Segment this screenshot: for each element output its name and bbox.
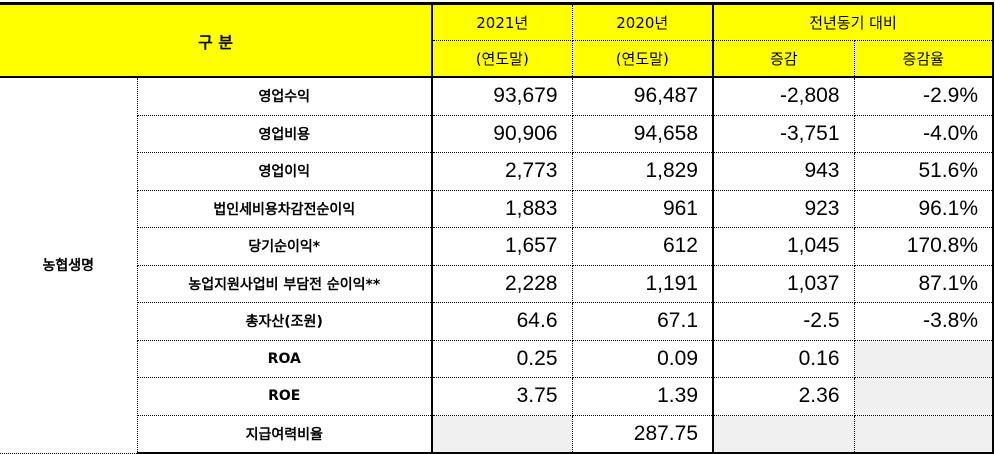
value-2020: 0.09 (571, 339, 714, 378)
value-rate: 96.1% (853, 189, 994, 228)
table-row: ROE 3.75 1.39 2.36 (0, 377, 994, 416)
value-2021: 1,883 (431, 189, 573, 228)
value-2021 (431, 414, 573, 454)
value-2020: 94,658 (571, 114, 714, 153)
row-label: 당기순이익* (136, 227, 433, 266)
row-label: ROE (136, 377, 433, 416)
table-row: 영업비용 90,906 94,658 -3,751 -4.0% (0, 114, 994, 153)
group-label: 농협생명 (0, 76, 138, 454)
header-2021: 2021년 (431, 2, 573, 41)
value-2020: 1,829 (571, 152, 714, 191)
value-rate: -2.9% (853, 76, 994, 116)
subheader-rate: 증감율 (853, 40, 994, 78)
value-rate (853, 414, 994, 454)
table-row: 당기순이익* 1,657 612 1,045 170.8% (0, 227, 994, 266)
value-2020: 961 (571, 189, 714, 228)
value-2020: 96,487 (571, 76, 714, 116)
subheader-change: 증감 (712, 40, 855, 78)
value-change: 923 (712, 189, 855, 228)
value-change: 943 (712, 152, 855, 191)
value-2021: 2,228 (431, 264, 573, 303)
table-row: 영업이익 2,773 1,829 943 51.6% (0, 152, 994, 191)
value-2020: 1.39 (571, 377, 714, 416)
header-2020: 2020년 (571, 2, 714, 41)
value-2020: 1,191 (571, 264, 714, 303)
header-category: 구 분 (0, 2, 433, 78)
subheader-2021: (연도말) (431, 40, 573, 78)
value-change: 1,045 (712, 227, 855, 266)
table-row: 총자산(조원) 64.6 67.1 -2.5 -3.8% (0, 302, 994, 341)
value-rate: -4.0% (853, 114, 994, 153)
row-label: 농업지원사업비 부담전 순이익** (136, 264, 433, 303)
row-label: 영업비용 (136, 114, 433, 153)
value-change: 2.36 (712, 377, 855, 416)
value-change: 0.16 (712, 339, 855, 378)
row-label: 법인세비용차감전순이익 (136, 189, 433, 228)
value-change: 1,037 (712, 264, 855, 303)
table-row: ROA 0.25 0.09 0.16 (0, 339, 994, 378)
value-2020: 287.75 (571, 414, 714, 454)
value-2021: 2,773 (431, 152, 573, 191)
value-2020: 612 (571, 227, 714, 266)
value-2021: 0.25 (431, 339, 573, 378)
row-label: ROA (136, 339, 433, 378)
value-change: -2.5 (712, 302, 855, 341)
value-rate: 87.1% (853, 264, 994, 303)
table-row: 법인세비용차감전순이익 1,883 961 923 96.1% (0, 189, 994, 228)
value-2021: 3.75 (431, 377, 573, 416)
row-label: 영업수익 (136, 76, 433, 116)
value-rate: 170.8% (853, 227, 994, 266)
row-label: 영업이익 (136, 152, 433, 191)
value-2020: 67.1 (571, 302, 714, 341)
value-rate: 51.6% (853, 152, 994, 191)
row-label: 총자산(조원) (136, 302, 433, 341)
value-2021: 1,657 (431, 227, 573, 266)
value-2021: 93,679 (431, 76, 573, 116)
value-2021: 90,906 (431, 114, 573, 153)
table-row: 지급여력비율 287.75 (0, 414, 994, 454)
table-row: 농업지원사업비 부담전 순이익** 2,228 1,191 1,037 87.1% (0, 264, 994, 303)
value-rate (853, 339, 994, 378)
value-change: -2,808 (712, 76, 855, 116)
value-2021: 64.6 (431, 302, 573, 341)
row-label: 지급여력비율 (136, 414, 433, 454)
value-change (712, 414, 855, 454)
subheader-2020: (연도말) (571, 40, 714, 78)
header-yoy: 전년동기 대비 (712, 2, 994, 41)
value-rate (853, 377, 994, 416)
value-change: -3,751 (712, 114, 855, 153)
table-row: 농협생명 영업수익 93,679 96,487 -2,808 -2.9% (0, 76, 994, 454)
value-rate: -3.8% (853, 302, 994, 341)
